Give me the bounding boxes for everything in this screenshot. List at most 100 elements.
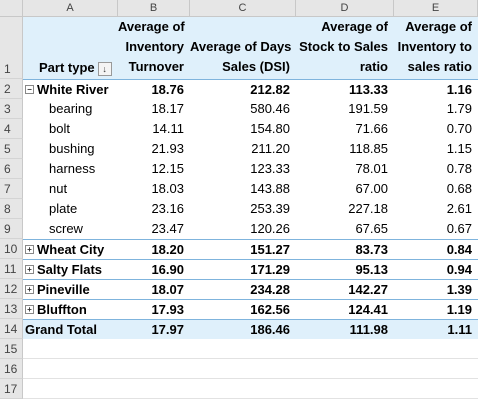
value-cell-b[interactable]: 18.07 [151,282,184,297]
row-header-2[interactable]: 2 [0,79,23,99]
value-cell-d[interactable]: 124.41 [348,302,388,317]
value-cell-c[interactable]: 212.82 [250,82,290,97]
value-cell-d[interactable]: 191.59 [348,101,388,116]
row-label-cell[interactable]: screw [23,219,118,239]
value-cell-e[interactable]: 1.39 [446,282,472,297]
value-cell-b[interactable]: 18.03 [151,181,184,196]
empty-row[interactable] [23,359,478,379]
value-cell-d[interactable]: 67.65 [355,221,388,236]
value-cell-c[interactable]: 186.46 [250,322,290,337]
value-cell-b[interactable]: 18.76 [151,82,184,97]
row-label-cell[interactable]: plate [23,199,118,219]
value-cell-d[interactable]: 227.18 [348,201,388,216]
value-cell-d[interactable]: 142.27 [348,282,388,297]
value-cell-c[interactable]: 171.29 [250,262,290,277]
column-header-d[interactable]: D [296,0,394,16]
empty-row[interactable] [23,379,478,399]
row-header-15[interactable]: 15 [0,339,23,359]
plus-box-icon[interactable]: + [25,245,34,255]
value-cell-b[interactable]: 23.16 [151,201,184,216]
row-header-9[interactable]: 9 [0,219,23,239]
value-cell-e[interactable]: 0.78 [446,161,472,176]
row-label-cell[interactable]: nut [23,179,118,199]
column-header-b[interactable]: B [118,0,190,16]
value-cell-e[interactable]: 1.15 [446,141,472,156]
plus-box-icon[interactable]: + [25,265,34,275]
row-header-4[interactable]: 4 [0,119,23,139]
value-cell-d[interactable]: 113.33 [348,82,388,97]
row-header-3[interactable]: 3 [0,99,23,119]
value-cell-d[interactable]: 95.13 [355,262,388,277]
row-header-10[interactable]: 10 [0,239,23,259]
value-cell-c[interactable]: 143.88 [250,181,290,196]
value-cell-b[interactable]: 17.97 [151,322,184,337]
value-cell-e[interactable]: 0.84 [446,242,472,257]
row-label-cell[interactable]: bearing [23,99,118,119]
value-cell-b[interactable]: 12.15 [151,161,184,176]
row-label-cell[interactable]: + Salty Flats [23,260,118,279]
minus-box-icon[interactable]: − [25,85,34,95]
value-cell-b[interactable]: 18.17 [151,101,184,116]
row-header-13[interactable]: 13 [0,299,23,319]
column-header-a[interactable]: A [23,0,118,16]
value-cell-c[interactable]: 253.39 [250,201,290,216]
row-header-14[interactable]: 14 [0,319,23,339]
header-days-sales[interactable]: Average of Days Sales (DSI) [190,17,296,79]
value-cell-e[interactable]: 1.19 [446,302,472,317]
value-cell-e[interactable]: 0.67 [446,221,472,236]
value-cell-e[interactable]: 1.79 [446,101,472,116]
value-cell-c[interactable]: 211.20 [251,141,290,156]
value-cell-d[interactable]: 118.85 [349,141,388,156]
part-type-header[interactable]: Part type ↓ [23,17,118,79]
row-label-cell[interactable]: − White River [23,80,118,99]
row-header-12[interactable]: 12 [0,279,23,299]
row-label-cell[interactable]: Grand Total [23,320,118,339]
value-cell-e[interactable]: 1.16 [446,82,472,97]
value-cell-b[interactable]: 17.93 [151,302,184,317]
value-cell-e[interactable]: 1.11 [447,322,472,337]
plus-box-icon[interactable]: + [25,305,34,315]
row-header-11[interactable]: 11 [0,259,23,279]
row-header-5[interactable]: 5 [0,139,23,159]
column-header-c[interactable]: C [190,0,296,16]
value-cell-c[interactable]: 162.56 [250,302,290,317]
value-cell-b[interactable]: 14.11 [152,121,184,136]
value-cell-c[interactable]: 151.27 [250,242,290,257]
value-cell-c[interactable]: 234.28 [250,282,290,297]
value-cell-b[interactable]: 16.90 [151,262,184,277]
value-cell-b[interactable]: 21.93 [151,141,184,156]
value-cell-c[interactable]: 120.26 [250,221,290,236]
row-header-1[interactable]: 1 [0,17,23,79]
header-inventory-turnover[interactable]: Average of Inventory Turnover [118,17,190,79]
select-all-corner[interactable] [0,0,23,16]
row-label-cell[interactable]: + Bluffton [23,300,118,319]
value-cell-b[interactable]: 18.20 [151,242,184,257]
row-header-17[interactable]: 17 [0,379,23,399]
header-stock-to-sales[interactable]: Average of Stock to Sales ratio [296,17,394,79]
value-cell-e[interactable]: 0.68 [446,181,472,196]
value-cell-d[interactable]: 111.98 [349,322,388,337]
row-header-16[interactable]: 16 [0,359,23,379]
row-label-cell[interactable]: bolt [23,119,118,139]
row-header-8[interactable]: 8 [0,199,23,219]
empty-row[interactable] [23,339,478,359]
row-header-6[interactable]: 6 [0,159,23,179]
value-cell-e[interactable]: 0.70 [446,121,472,136]
value-cell-c[interactable]: 154.80 [250,121,290,136]
row-label-cell[interactable]: + Pineville [23,280,118,299]
filter-dropdown-icon[interactable]: ↓ [97,61,112,76]
value-cell-d[interactable]: 78.01 [355,161,388,176]
row-label-cell[interactable]: + Wheat City [23,240,118,259]
value-cell-e[interactable]: 2.61 [446,201,472,216]
value-cell-e[interactable]: 0.94 [446,262,472,277]
value-cell-c[interactable]: 123.33 [250,161,290,176]
column-header-e[interactable]: E [394,0,478,16]
value-cell-d[interactable]: 67.00 [355,181,388,196]
row-label-cell[interactable]: bushing [23,139,118,159]
row-label-cell[interactable]: harness [23,159,118,179]
plus-box-icon[interactable]: + [25,285,34,295]
row-header-7[interactable]: 7 [0,179,23,199]
value-cell-d[interactable]: 83.73 [355,242,388,257]
value-cell-c[interactable]: 580.46 [250,101,290,116]
value-cell-d[interactable]: 71.66 [355,121,388,136]
